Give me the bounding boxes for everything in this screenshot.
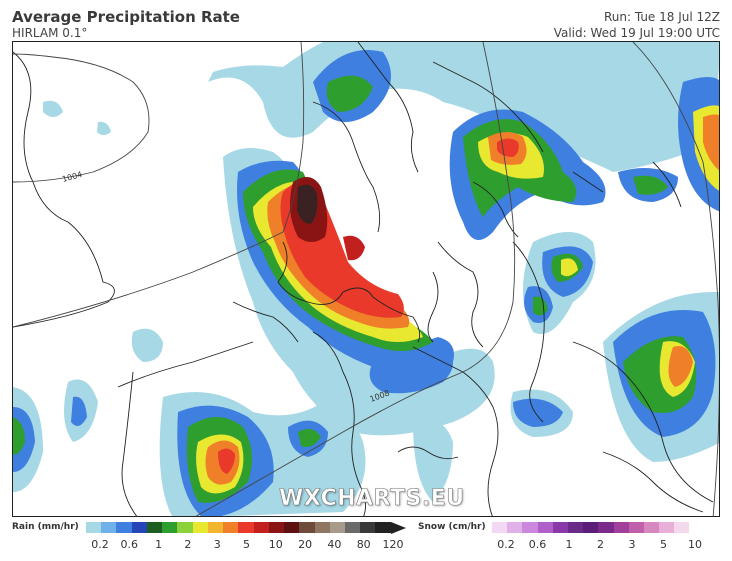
snow-swatch (689, 522, 705, 533)
snow-tick-label: 5 (660, 538, 667, 551)
rain-swatch (284, 522, 300, 533)
rain-tick-label: 3 (213, 538, 221, 551)
rain-swatch (299, 522, 315, 533)
rain-swatch (344, 522, 361, 533)
rain-tick-label: 0.6 (120, 538, 139, 551)
model-name: HIRLAM 0.1° (12, 26, 88, 40)
rain-scale-arrow (390, 522, 406, 534)
snow-swatch (552, 522, 568, 533)
rain-color-scale (86, 522, 406, 534)
rain-swatch (207, 522, 224, 533)
valid-time: Valid: Wed 19 Jul 19:00 UTC (553, 26, 720, 40)
snow-scale-arrow (704, 522, 720, 534)
wxcharts-watermark: WXCHARTS.EU (279, 486, 465, 512)
chart-title: Average Precipitation Rate (12, 8, 240, 26)
rain-swatch (192, 522, 208, 533)
map-canvas: 1004 1008 (13, 42, 719, 516)
rain-swatch (253, 522, 269, 533)
borders (13, 42, 714, 516)
rain-swatch (268, 522, 285, 533)
snow-tick-label: 3 (628, 538, 636, 551)
rain-tick-label: 80 (356, 538, 371, 551)
rain-swatch (116, 522, 132, 533)
snow-swatch (522, 522, 538, 533)
rain-swatch (360, 522, 376, 533)
run-time: Run: Tue 18 Jul 12Z (603, 10, 720, 24)
rain-tick-label: 120 (382, 538, 404, 551)
rain-tick-label: 40 (327, 538, 342, 551)
rain-swatch (131, 522, 147, 533)
rain-swatch (86, 522, 102, 533)
snow-tick-label: 1 (565, 538, 573, 551)
rain-swatch (177, 522, 193, 533)
rain-swatch (314, 522, 330, 533)
snow-swatch (613, 522, 629, 533)
rain-swatch (101, 522, 117, 533)
snow-swatch (583, 522, 599, 533)
rain-tick-label: 2 (184, 538, 192, 551)
isobars (13, 42, 719, 516)
rain-tick-label: 10 (268, 538, 283, 551)
isobar-label-1004: 1004 (61, 170, 83, 184)
snow-swatch (628, 522, 644, 533)
rain-swatch (375, 522, 391, 533)
rain-swatch (238, 522, 254, 533)
snow-legend-label: Snow (cm/hr) (418, 522, 486, 532)
snow-tick-label: 0.6 (528, 538, 547, 551)
snow-tick-label: 10 (688, 538, 702, 551)
snow-swatch (643, 522, 660, 533)
snow-swatch (674, 522, 690, 533)
rain-swatch (223, 522, 239, 533)
rain-tick-label: 1 (155, 538, 163, 551)
rain-swatch (162, 522, 178, 533)
snow-swatch (492, 522, 508, 533)
rain-swatch (329, 522, 345, 533)
snow-swatch (537, 522, 553, 533)
snow-tick-label: 0.2 (497, 538, 515, 551)
precipitation-map: 1004 1008 (12, 41, 720, 517)
precip-dark-core (289, 177, 365, 261)
snow-swatch (659, 522, 675, 533)
snow-swatch (507, 522, 523, 533)
snow-swatch (598, 522, 614, 533)
rain-legend-label: Rain (mm/hr) (12, 522, 79, 532)
rain-tick-label: 0.2 (91, 538, 109, 551)
snow-swatch (567, 522, 584, 533)
snow-tick-label: 2 (597, 538, 604, 551)
rain-tick-label: 5 (243, 538, 250, 551)
snow-color-scale (492, 522, 720, 534)
rain-tick-label: 20 (298, 538, 313, 551)
rain-swatch (146, 522, 163, 533)
